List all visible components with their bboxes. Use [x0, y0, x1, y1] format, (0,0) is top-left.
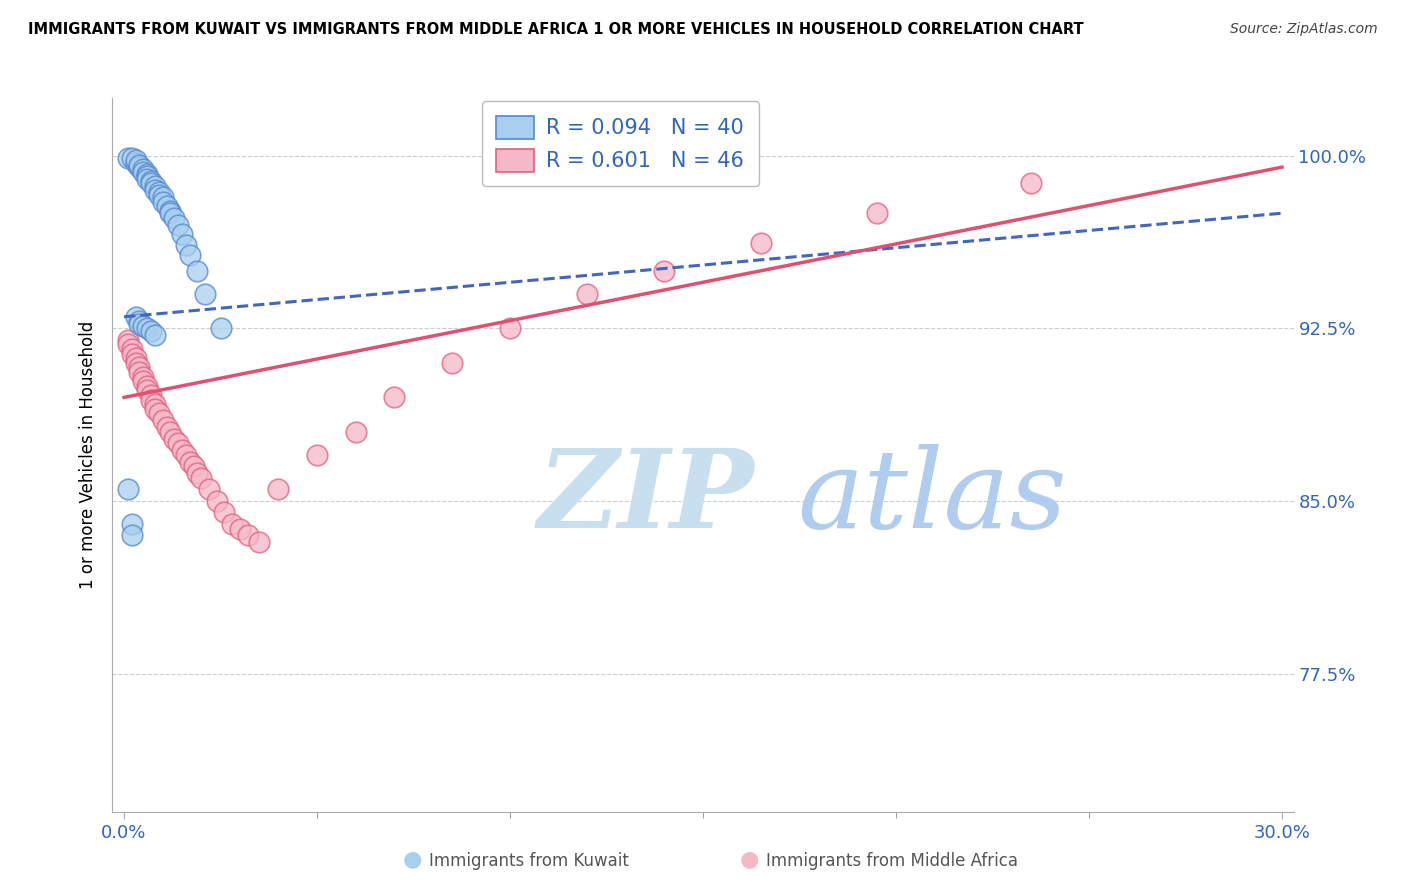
Point: [121, 516, 143, 531]
Point: [152, 194, 174, 209]
Text: ZIP: ZIP: [537, 444, 754, 551]
Point: [186, 467, 208, 481]
Point: [159, 425, 181, 439]
Point: [128, 317, 150, 331]
Text: Source: ZipAtlas.com: Source: ZipAtlas.com: [1230, 22, 1378, 37]
Point: [344, 425, 367, 439]
Point: [143, 328, 166, 343]
Point: [866, 206, 889, 220]
Point: [155, 199, 177, 213]
Point: [124, 351, 146, 366]
Point: [139, 174, 162, 188]
Point: [124, 155, 146, 169]
Point: [194, 286, 217, 301]
Text: ●: ●: [740, 850, 759, 870]
Point: [143, 401, 166, 416]
Point: [247, 535, 270, 549]
Point: [139, 392, 162, 407]
Point: [179, 247, 201, 261]
Point: [441, 356, 464, 370]
Point: [124, 356, 146, 370]
Text: IMMIGRANTS FROM KUWAIT VS IMMIGRANTS FROM MIDDLE AFRICA 1 OR MORE VEHICLES IN HO: IMMIGRANTS FROM KUWAIT VS IMMIGRANTS FRO…: [28, 22, 1084, 37]
Point: [117, 151, 139, 165]
Point: [124, 310, 146, 324]
Point: [124, 153, 146, 168]
Point: [499, 321, 522, 335]
Point: [132, 165, 155, 179]
Point: [167, 218, 190, 232]
Point: [143, 183, 166, 197]
Point: [143, 397, 166, 411]
Point: [132, 162, 155, 177]
Point: [174, 238, 197, 252]
Point: [190, 471, 212, 485]
Point: [382, 390, 405, 404]
Text: Immigrants from Kuwait: Immigrants from Kuwait: [429, 852, 628, 870]
Point: [214, 506, 236, 520]
Point: [163, 432, 186, 446]
Point: [152, 190, 174, 204]
Point: [121, 151, 143, 165]
Point: [132, 374, 155, 388]
Point: [267, 483, 290, 497]
Point: [117, 333, 139, 347]
Point: [221, 516, 243, 531]
Point: [136, 384, 159, 398]
Point: [148, 186, 170, 200]
Point: [121, 342, 143, 356]
Point: [229, 522, 252, 536]
Text: atlas: atlas: [797, 444, 1067, 551]
Point: [174, 448, 197, 462]
Point: [136, 321, 159, 335]
Legend: R = 0.094   N = 40, R = 0.601   N = 46: R = 0.094 N = 40, R = 0.601 N = 46: [482, 102, 759, 186]
Point: [183, 459, 205, 474]
Point: [128, 160, 150, 174]
Y-axis label: 1 or more Vehicles in Household: 1 or more Vehicles in Household: [79, 321, 97, 589]
Text: Immigrants from Middle Africa: Immigrants from Middle Africa: [766, 852, 1018, 870]
Point: [155, 420, 177, 434]
Point: [117, 337, 139, 351]
Point: [136, 379, 159, 393]
Point: [159, 206, 181, 220]
Point: [139, 388, 162, 402]
Point: [143, 178, 166, 193]
Point: [209, 321, 232, 335]
Point: [148, 187, 170, 202]
Text: ●: ●: [402, 850, 422, 870]
Point: [1019, 176, 1042, 190]
Point: [152, 413, 174, 427]
Point: [654, 264, 676, 278]
Point: [132, 369, 155, 384]
Point: [148, 407, 170, 421]
Point: [186, 264, 208, 278]
Point: [163, 211, 186, 225]
Point: [198, 483, 221, 497]
Point: [136, 171, 159, 186]
Point: [128, 360, 150, 375]
Point: [128, 158, 150, 172]
Point: [117, 483, 139, 497]
Point: [136, 169, 159, 184]
Point: [139, 176, 162, 190]
Point: [236, 528, 259, 542]
Point: [121, 528, 143, 542]
Point: [179, 455, 201, 469]
Point: [576, 286, 599, 301]
Point: [132, 318, 155, 333]
Point: [170, 227, 193, 241]
Point: [159, 203, 181, 218]
Point: [170, 443, 193, 458]
Point: [749, 236, 772, 251]
Point: [205, 494, 228, 508]
Point: [121, 346, 143, 360]
Point: [139, 324, 162, 338]
Point: [136, 167, 159, 181]
Point: [305, 448, 328, 462]
Point: [128, 314, 150, 328]
Point: [128, 365, 150, 379]
Point: [167, 436, 190, 450]
